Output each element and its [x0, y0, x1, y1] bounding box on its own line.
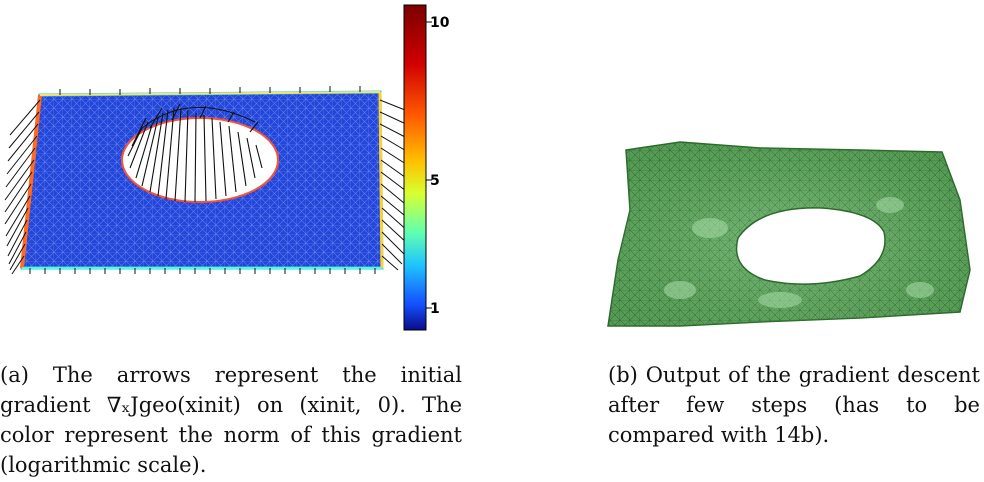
colorbar-tick-1: 1 [430, 301, 440, 317]
colorbar-tick-5: 5 [430, 173, 440, 189]
caption-a: (a) The arrows represent the initial gra… [0, 363, 462, 477]
mesh-hole [121, 117, 279, 203]
deformed-mesh-plot [607, 141, 971, 327]
caption-b: (b) Output of the gradient descent after… [608, 363, 980, 447]
hole-arrows [127, 103, 263, 203]
edge-arrows-top [59, 86, 361, 95]
edge-arrows-bottom [29, 268, 376, 274]
figure-panel-a: 10 5 1 (a) The arrows represent the init… [0, 0, 470, 482]
gradient-mesh-plot: 10 5 1 [4, 4, 450, 331]
mesh-hole-b [735, 207, 886, 285]
figure-panel-b: (b) Output of the gradient descent after… [560, 0, 984, 482]
colorbar [403, 4, 427, 331]
edge-arrows-left [4, 99, 41, 275]
colorbar-tick-10: 10 [430, 15, 450, 31]
